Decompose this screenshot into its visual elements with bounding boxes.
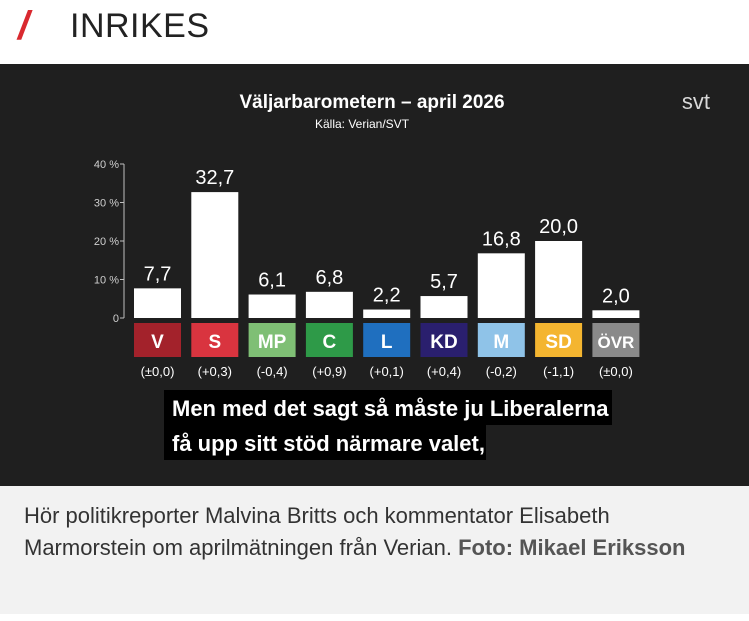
- bar-value-label: 5,7: [430, 271, 458, 293]
- party-label: ÖVR: [597, 333, 634, 352]
- change-label: (-0,2): [486, 364, 517, 379]
- party-box: [477, 323, 525, 357]
- y-tick-label: 20 %: [94, 236, 119, 248]
- change-label: (-0,4): [257, 364, 288, 379]
- chart-subtitle: Källa: Verian/SVT: [315, 117, 410, 131]
- party-box: [363, 323, 411, 357]
- bar-value-label: 16,8: [482, 228, 521, 250]
- bar: [535, 241, 583, 318]
- bar-value-label: 32,7: [195, 167, 234, 189]
- bar-value-label: 2,2: [373, 285, 401, 307]
- party-box: [420, 323, 468, 357]
- chart-title: Väljarbarometern – april 2026: [239, 92, 504, 113]
- subtitle-background: [164, 425, 486, 460]
- party-box: [191, 323, 239, 357]
- bar: [134, 288, 181, 318]
- bar: [592, 310, 640, 318]
- bar: [248, 294, 296, 318]
- bar: [420, 296, 468, 318]
- change-label: (+0,9): [312, 364, 346, 379]
- change-label: (-1,1): [543, 364, 574, 379]
- section-title[interactable]: INRIKES: [70, 7, 210, 45]
- y-axis: 0 10 % 20 % 30 % 40 %: [94, 159, 125, 325]
- subtitles: Men med det sagt så måste ju Liberalerna…: [164, 390, 612, 460]
- caption-area: Hör politikreporter Malvina Britts och k…: [0, 486, 749, 614]
- party-label: V: [151, 332, 164, 353]
- y-tick-label: 0: [113, 313, 119, 325]
- subtitle-line: få upp sitt stöd närmare valet,: [172, 431, 485, 456]
- bar-value-label: 6,1: [258, 270, 286, 292]
- video-player[interactable]: Väljarbarometern – april 2026 Källa: Ver…: [0, 64, 749, 486]
- chart: Väljarbarometern – april 2026 Källa: Ver…: [94, 89, 710, 460]
- bar-value-label: 2,0: [602, 285, 630, 307]
- party-box: [592, 323, 640, 357]
- bottom-strip: [0, 614, 749, 621]
- y-tick-label: 30 %: [94, 198, 119, 210]
- bar-value-label: 6,8: [315, 267, 343, 289]
- bar: [191, 192, 239, 318]
- bars: 7,7 V (±0,0) 32,7 S (+0,3) 6,1 MP (-0,4) 6,8 C (+0,…: [134, 167, 640, 379]
- subtitle-line: Men med det sagt så måste ju Liberalerna: [172, 396, 609, 421]
- party-label: M: [493, 332, 509, 353]
- change-label: (±0,0): [141, 364, 175, 379]
- change-label: (+0,3): [198, 364, 232, 379]
- party-label: C: [323, 332, 337, 353]
- party-label: MP: [258, 332, 287, 353]
- change-label: (+0,1): [370, 364, 404, 379]
- photo-credit: Foto: Mikael Eriksson: [458, 535, 686, 560]
- change-label: (+0,4): [427, 364, 461, 379]
- section-slash-icon: /: [18, 4, 30, 48]
- change-label: (±0,0): [599, 364, 633, 379]
- party-label: KD: [430, 332, 457, 353]
- bar-value-label: 7,7: [144, 263, 172, 285]
- bar-value-label: 20,0: [539, 216, 578, 238]
- party-box: [248, 323, 296, 357]
- party-label: S: [208, 332, 221, 353]
- svt-logo: svt: [682, 89, 710, 114]
- party-box: [134, 323, 181, 357]
- bar: [363, 309, 411, 318]
- y-tick-label: 40 %: [94, 159, 119, 171]
- subtitle-background: [164, 390, 612, 425]
- caption-text: Hör politikreporter Malvina Britts och k…: [24, 503, 610, 560]
- bar: [305, 291, 353, 318]
- y-tick-label: 10 %: [94, 275, 119, 287]
- image-caption: Hör politikreporter Malvina Britts och k…: [24, 500, 729, 564]
- party-box: [305, 323, 353, 357]
- bar: [477, 253, 525, 318]
- party-label: SD: [545, 332, 571, 353]
- section-header: / INRIKES: [0, 0, 749, 64]
- party-label: L: [381, 332, 393, 353]
- party-box: [535, 323, 583, 357]
